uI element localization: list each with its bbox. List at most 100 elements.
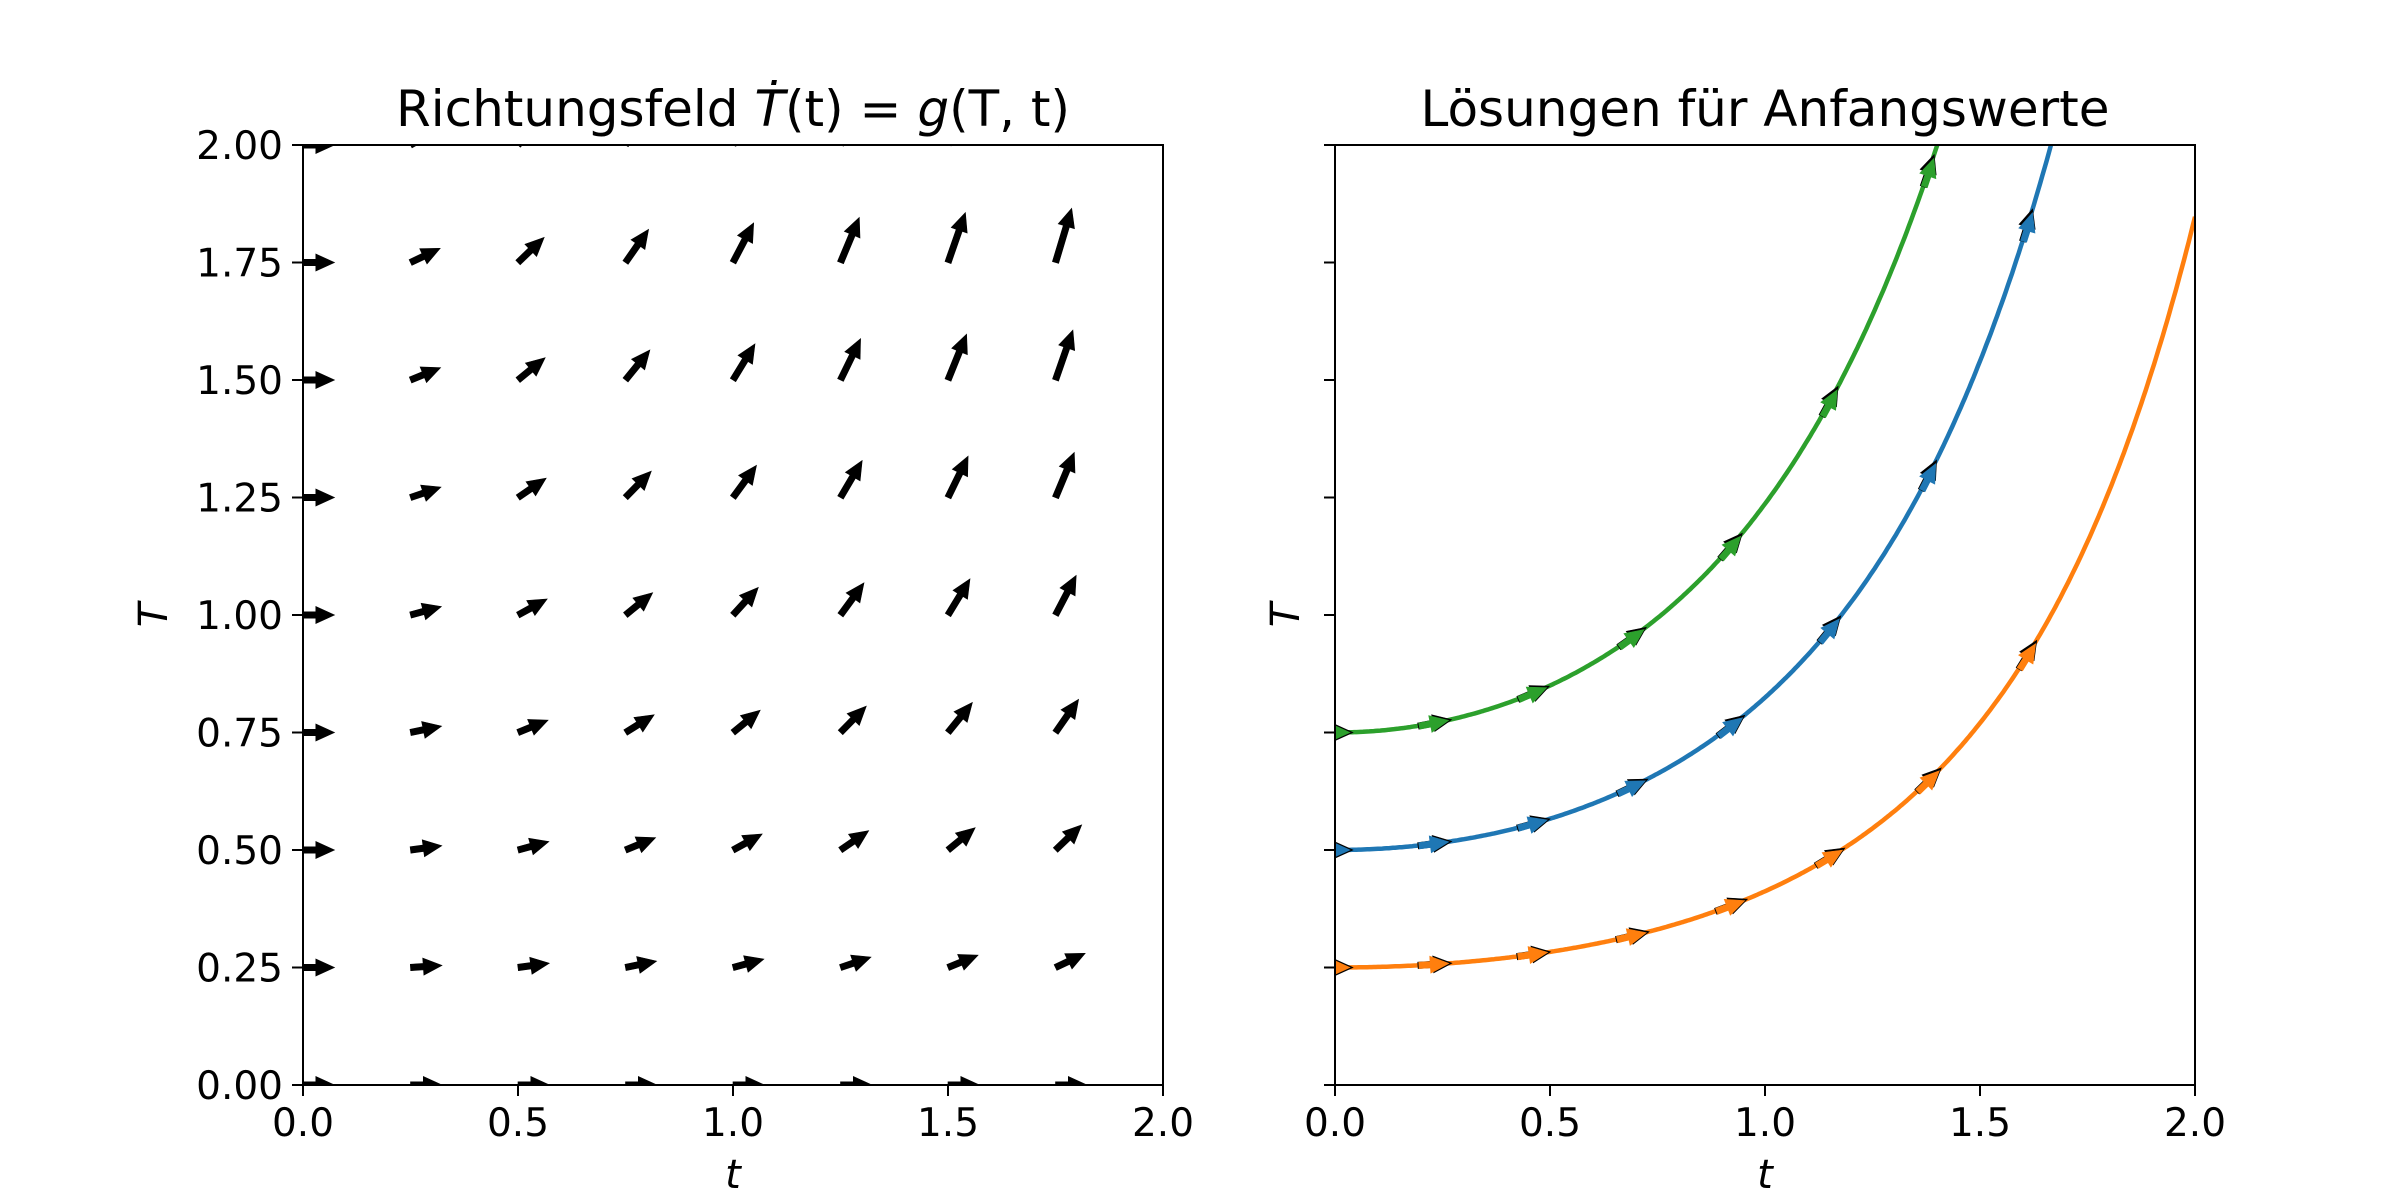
- field-arrow: [730, 586, 759, 618]
- tangent-arrow-fill: [2018, 212, 2036, 243]
- x-tick-label: 2.0: [2164, 1101, 2226, 1146]
- left-y-axis-label: T: [131, 599, 177, 627]
- right-axes-frame: [1334, 144, 2196, 1086]
- right-title: Lösungen für Anfangswerte: [1420, 80, 2109, 138]
- panel-direction-field: Richtungsfeld Ṫ(t) = g(T, t) 0.0 0.5 1.0 1.…: [131, 80, 1194, 1198]
- field-arrow: [303, 606, 336, 624]
- right-y-axis-label: T: [1263, 599, 1309, 627]
- y-tick-label: 1.25: [196, 477, 283, 522]
- x-tick-label: 0.5: [487, 1101, 549, 1146]
- right-y-ticks: [1324, 144, 1335, 1086]
- x-tick-label: 1.5: [1949, 1101, 2011, 1146]
- field-arrow: [729, 222, 755, 265]
- field-arrow: [1052, 329, 1076, 382]
- field-arrow: [625, 1076, 658, 1085]
- solution-curve: [1335, 216, 2195, 970]
- field-arrow: [622, 228, 650, 265]
- x-tick-label: 1.5: [917, 1101, 979, 1146]
- field-arrow: [944, 455, 969, 500]
- tangent-arrow-fill: [1418, 835, 1450, 854]
- tangent-arrow-fill: [1814, 849, 1844, 869]
- y-tick-label: 0.75: [196, 712, 283, 757]
- tangent-arrow-fill: [1517, 686, 1548, 704]
- x-tick-label: 1.0: [1734, 1101, 1796, 1146]
- tangent-arrow-fill: [1335, 842, 1351, 858]
- tangent-arrow-fill: [1819, 389, 1838, 419]
- field-arrow: [515, 477, 547, 501]
- tangent-arrow-fill: [1716, 717, 1744, 739]
- y-tick-label: 0.25: [196, 947, 283, 992]
- field-arrow: [409, 721, 443, 739]
- field-arrow: [731, 955, 765, 973]
- field-arrow: [516, 837, 550, 856]
- y-tick-label: 0.50: [196, 829, 283, 874]
- solution-curve: [1335, 145, 2054, 853]
- field-arrow: [1052, 207, 1075, 264]
- field-arrow: [839, 954, 872, 972]
- field-arrow: [409, 839, 443, 858]
- field-arrow: [515, 357, 546, 383]
- left-y-ticks: 0.00 0.25 0.50 0.75 1.00 1.25 1.50 1.75 2.00: [196, 124, 303, 1109]
- field-arrow: [515, 236, 545, 266]
- field-arrow: [408, 366, 442, 384]
- field-arrow: [947, 1076, 981, 1085]
- field-arrow: [1052, 824, 1083, 853]
- tangent-arrow-fill: [1616, 928, 1648, 946]
- field-arrow: [303, 958, 336, 977]
- tangent-arrow-fill: [1335, 725, 1351, 740]
- tangent-arrow-fill: [1918, 462, 1937, 493]
- field-arrow: [303, 253, 336, 272]
- field-arrow: [624, 956, 658, 974]
- field-arrow: [303, 1076, 336, 1085]
- field-arrow: [517, 1076, 551, 1085]
- tangent-arrow-fill: [1418, 715, 1450, 733]
- tangent-arrow-fill: [1617, 629, 1645, 651]
- field-arrow: [516, 598, 548, 619]
- field-arrow: [622, 470, 652, 501]
- x-tick-label: 0.0: [272, 1101, 334, 1146]
- field-arrow: [1052, 698, 1080, 735]
- field-arrow: [732, 1076, 766, 1085]
- panel-solutions: Lösungen für Anfangswerte 0.0 0.5 1.0 1.5 2.…: [1263, 80, 2226, 1198]
- field-arrow: [944, 211, 968, 264]
- field-arrow: [840, 1076, 873, 1085]
- field-arrow: [837, 216, 861, 265]
- y-tick-label: 1.00: [196, 594, 283, 639]
- direction-arrows: [303, 145, 1088, 1085]
- tangent-arrow-fill: [1718, 535, 1742, 562]
- field-arrow: [303, 145, 336, 154]
- field-arrow: [410, 1076, 443, 1085]
- tangent-arrow-fill: [1335, 960, 1351, 975]
- field-arrow: [1055, 1076, 1088, 1085]
- field-arrow: [944, 333, 968, 382]
- field-arrow: [729, 464, 757, 500]
- field-arrow: [303, 841, 336, 859]
- field-arrow: [303, 371, 336, 389]
- field-arrow: [945, 827, 976, 853]
- field-arrow: [729, 343, 756, 383]
- left-x-ticks: 0.0 0.5 1.0 1.5 2.0: [272, 1085, 1194, 1146]
- field-arrow: [944, 578, 971, 618]
- field-arrow: [945, 701, 973, 735]
- right-x-axis-label: t: [1757, 1152, 1774, 1198]
- field-arrow: [837, 338, 861, 382]
- field-arrow: [623, 592, 654, 618]
- field-arrow: [837, 705, 867, 736]
- field-arrow: [303, 488, 336, 507]
- solution-curve: [1335, 145, 1940, 735]
- tangent-arrow-fill: [1517, 946, 1549, 965]
- field-arrow: [837, 459, 863, 500]
- y-tick-label: 2.00: [196, 124, 283, 169]
- field-arrow: [1053, 952, 1086, 971]
- field-arrow: [837, 582, 865, 618]
- field-arrow: [622, 349, 651, 383]
- right-x-ticks: 0.0 0.5 1.0 1.5 2.0: [1304, 1085, 2226, 1146]
- tangent-arrow-fill: [1817, 618, 1840, 645]
- left-x-axis-label: t: [725, 1152, 742, 1198]
- field-arrow: [1052, 451, 1076, 500]
- y-tick-label: 1.50: [196, 359, 283, 404]
- field-arrow: [516, 719, 549, 736]
- x-tick-label: 2.0: [1132, 1101, 1194, 1146]
- field-arrow: [408, 247, 441, 266]
